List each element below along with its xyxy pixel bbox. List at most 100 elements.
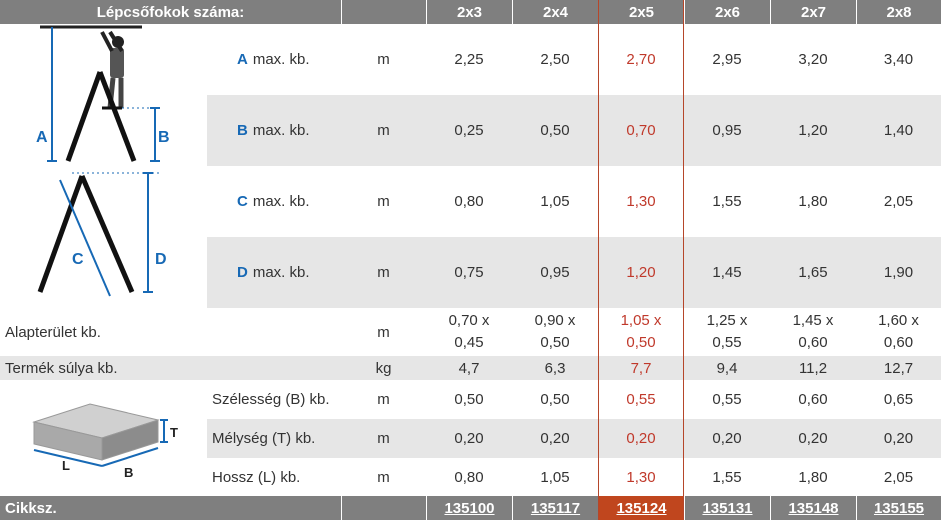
- package-row-label: Szélesség (B) kb.: [212, 391, 330, 408]
- table-cell: 0,25: [426, 95, 512, 166]
- svg-text:B: B: [158, 129, 170, 146]
- footprint-line: 1,60 x: [878, 312, 919, 329]
- dimension-label: max. kb.: [252, 264, 310, 281]
- table-cell: 1,80: [798, 468, 828, 486]
- article-number-link[interactable]: 135155: [856, 496, 941, 520]
- table-cell: 3,40: [883, 51, 914, 68]
- weight-cell: 6,3: [512, 356, 598, 380]
- table-cell: 1,45: [684, 237, 770, 308]
- table-cell: 1,90: [856, 237, 941, 308]
- dimension-letter: C: [237, 193, 248, 210]
- footprint-cell: 1,45 x 0,60: [770, 308, 856, 356]
- table-cell: 0,55: [626, 391, 656, 408]
- table-cell: 2,50: [540, 51, 570, 68]
- dimension-label: max. kb.: [252, 122, 310, 139]
- table-cell: 0,55: [712, 391, 742, 408]
- footprint-line: 1,45 x: [792, 312, 834, 329]
- footprint-line: 0,60: [798, 334, 828, 351]
- table-cell: 1,55: [712, 193, 742, 210]
- weight-cell: 9,4: [684, 356, 770, 380]
- table-cell: 1,40: [856, 95, 941, 166]
- table-cell: 1,20: [770, 95, 856, 166]
- table-cell: 0,50: [454, 391, 484, 408]
- weight-cell: 11,2: [770, 356, 856, 380]
- header-col-2x4: 2x4: [512, 0, 598, 24]
- table-cell: 0,20: [598, 419, 684, 458]
- table-cell: 0,50: [512, 95, 598, 166]
- header-col-2x5: 2x5: [598, 0, 684, 24]
- table-cell: 0,20: [770, 419, 856, 458]
- table-cell: 1,65: [770, 237, 856, 308]
- footprint-cell: 0,70 x 0,45: [426, 308, 512, 356]
- dimension-letter: D: [237, 264, 248, 281]
- article-number-link[interactable]: 135124: [598, 496, 684, 520]
- svg-text:C: C: [72, 251, 84, 268]
- footer-label: Cikksz.: [0, 496, 341, 520]
- header-title: Lépcsőfokok száma:: [0, 0, 341, 24]
- table-cell: 1,30: [626, 468, 656, 486]
- table-cell: 2,70: [626, 51, 656, 68]
- table-cell: 1,20: [598, 237, 684, 308]
- dimension-label: max. kb.: [252, 193, 310, 210]
- weight-unit: kg: [341, 356, 426, 380]
- table-cell: 3,20: [798, 51, 828, 68]
- table-cell: 1,05: [540, 468, 570, 486]
- table-cell: 0,20: [426, 419, 512, 458]
- table-cell: 2,05: [883, 193, 914, 210]
- package-row-label: Hossz (L) kb.: [212, 468, 301, 486]
- package-box-diagram: T L B: [32, 403, 178, 480]
- table-cell: 0,65: [883, 391, 914, 408]
- footprint-cell: 1,60 x 0,60: [856, 308, 941, 356]
- footprint-line: 0,90 x: [534, 312, 576, 329]
- table-cell: 1,05: [540, 193, 570, 210]
- table-cell: 0,80: [454, 193, 484, 210]
- footprint-line: 0,60: [883, 334, 914, 351]
- ladder-row-unit: m: [341, 237, 426, 308]
- table-cell: 0,75: [426, 237, 512, 308]
- article-number-link[interactable]: 135131: [684, 496, 770, 520]
- table-cell: 0,60: [798, 391, 828, 408]
- weight-cell: 7,7: [598, 356, 684, 380]
- ladder-row-unit: m: [377, 193, 390, 210]
- table-cell: 2,05: [883, 468, 914, 486]
- footprint-cell: 0,90 x 0,50: [512, 308, 598, 356]
- package-row-unit: m: [377, 391, 390, 408]
- header-col-2x3: 2x3: [426, 0, 512, 24]
- table-cell: 2,95: [712, 51, 742, 68]
- svg-text:A: A: [36, 129, 48, 146]
- svg-text:T: T: [170, 425, 178, 440]
- footprint-line: 0,55: [712, 334, 742, 351]
- dimension-letter: A: [237, 51, 248, 68]
- table-cell: 0,20: [856, 419, 941, 458]
- footprint-line: 1,25 x: [706, 312, 748, 329]
- table-cell: 0,80: [454, 468, 484, 486]
- package-row-label: Mélység (T) kb.: [207, 419, 341, 458]
- svg-text:B: B: [124, 465, 133, 480]
- article-number-link[interactable]: 135100: [426, 496, 512, 520]
- table-cell: 0,20: [512, 419, 598, 458]
- header-col-2x6: 2x6: [684, 0, 770, 24]
- ladder-row-unit: m: [341, 95, 426, 166]
- table-cell: 0,20: [684, 419, 770, 458]
- package-row-unit: m: [377, 468, 390, 486]
- footprint-line: 0,70 x: [448, 312, 490, 329]
- article-number-link[interactable]: 135148: [770, 496, 856, 520]
- ladder-row-unit: m: [377, 51, 390, 68]
- weight-label: Termék súlya kb.: [0, 356, 341, 380]
- svg-text:L: L: [62, 458, 70, 473]
- header-unit-blank: [341, 0, 426, 24]
- article-number-link[interactable]: 135117: [512, 496, 598, 520]
- footprint-cell: 1,25 x 0,55: [684, 308, 770, 356]
- weight-cell: 12,7: [856, 356, 941, 380]
- header-col-2x8: 2x8: [856, 0, 941, 24]
- table-cell: 0,95: [512, 237, 598, 308]
- footprint-line: 0,50: [540, 334, 570, 351]
- dimension-letter: B: [237, 122, 248, 139]
- footprint-line: 1,05 x: [620, 312, 662, 329]
- footprint-line: 0,50: [626, 334, 656, 351]
- table-cell: 0,95: [684, 95, 770, 166]
